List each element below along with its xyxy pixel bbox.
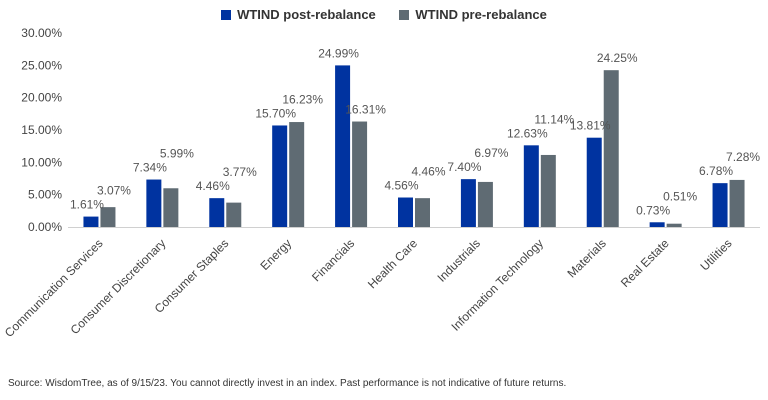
bar-pre	[163, 188, 179, 227]
data-label-pre: 4.46%	[411, 165, 445, 179]
bar-post	[272, 125, 288, 227]
bar-pre	[352, 121, 368, 227]
data-label-pre: 0.51%	[663, 189, 697, 203]
legend-label-post: WTIND post-rebalance	[237, 7, 376, 23]
data-label-post: 7.40%	[447, 160, 481, 174]
bar-post	[460, 179, 476, 227]
legend-swatch-post	[221, 10, 232, 21]
legend-item-pre: WTIND pre-rebalance	[399, 7, 547, 23]
data-label-post: 1.61%	[70, 198, 104, 212]
bar-pre	[603, 70, 619, 227]
category-label: Real Estate	[618, 236, 672, 290]
bar-post	[523, 145, 539, 227]
data-label-post: 6.78%	[699, 164, 733, 178]
data-label-pre: 16.23%	[282, 92, 323, 106]
bar-post	[712, 183, 728, 227]
data-label-pre: 16.31%	[345, 103, 386, 117]
bar-post	[209, 198, 225, 227]
category-label: Financials	[309, 236, 357, 284]
bar-pre	[666, 223, 682, 227]
y-tick-label: 30.00%	[21, 26, 62, 40]
bar-post	[146, 179, 162, 227]
data-label-post: 4.46%	[196, 179, 230, 193]
bar-pre	[289, 122, 305, 227]
data-label-post: 7.34%	[133, 161, 167, 175]
chart-legend: WTIND post-rebalance WTIND pre-rebalance	[0, 6, 768, 22]
category-label: Energy	[258, 236, 295, 273]
data-label-pre: 11.14%	[534, 112, 574, 126]
category-label: Materials	[565, 236, 609, 280]
legend-label-pre: WTIND pre-rebalance	[415, 7, 547, 23]
bar-post	[83, 216, 99, 227]
bar-post	[335, 65, 351, 227]
y-tick-label: 25.00%	[21, 58, 62, 72]
data-label-pre: 6.97%	[474, 146, 508, 160]
y-tick-label: 0.00%	[28, 220, 62, 234]
category-label: Health Care	[365, 236, 420, 291]
legend-swatch-pre	[399, 10, 410, 21]
y-tick-label: 5.00%	[28, 188, 62, 202]
data-label-post: 12.63%	[507, 126, 548, 140]
data-label-post: 24.99%	[318, 46, 359, 60]
y-tick-label: 20.00%	[21, 91, 62, 105]
bar-pre	[477, 181, 493, 227]
data-label-pre: 3.77%	[223, 165, 257, 179]
category-label: Utilities	[697, 236, 734, 273]
data-label-post: 13.81%	[570, 119, 611, 133]
y-tick-label: 15.00%	[21, 123, 62, 137]
legend-item-post: WTIND post-rebalance	[221, 7, 376, 22]
bar-post	[398, 197, 413, 227]
data-label-post: 0.73%	[636, 203, 670, 217]
source-note: Source: WisdomTree, as of 9/15/23. You c…	[8, 378, 567, 389]
bar-pre	[415, 198, 430, 227]
data-label-pre: 3.07%	[97, 184, 131, 198]
data-label-post: 15.70%	[255, 106, 296, 120]
bar-post	[586, 137, 602, 227]
data-label-post: 4.56%	[384, 179, 418, 193]
category-label: Industrials	[434, 236, 483, 285]
bar-pre	[540, 154, 556, 227]
bar-pre	[729, 179, 745, 227]
bar-post	[649, 222, 665, 227]
bar-pre	[226, 202, 242, 227]
bar-pre	[100, 207, 116, 227]
data-label-pre: 24.25%	[597, 51, 638, 65]
data-label-pre: 5.99%	[160, 147, 194, 161]
data-label-pre: 7.28%	[726, 150, 760, 164]
y-tick-label: 10.00%	[21, 155, 62, 169]
